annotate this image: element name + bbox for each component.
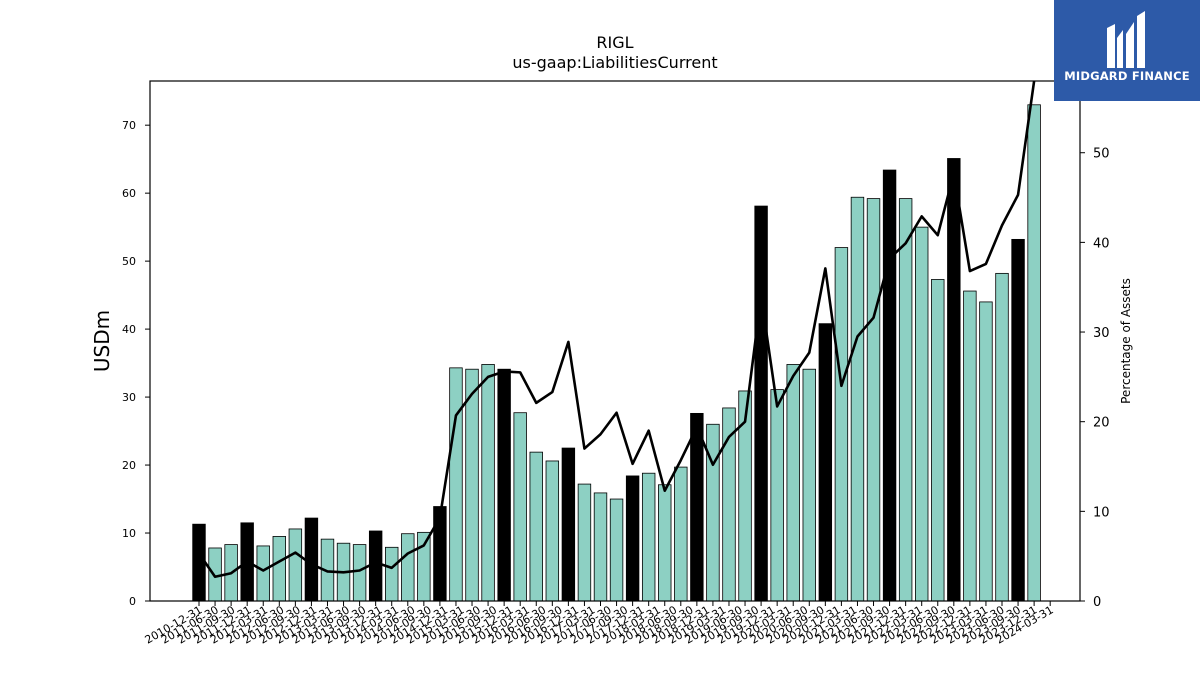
y2-tick-label: 20 <box>1093 416 1110 431</box>
bar <box>288 528 303 602</box>
bar-annual <box>192 523 206 602</box>
bar <box>866 198 881 602</box>
y2-axis-label: Percentage of Assets <box>1119 278 1133 404</box>
chart-subtitle: us-gaap:LiabilitiesCurrent <box>512 53 717 72</box>
bar <box>256 545 270 602</box>
y-tick-label: 20 <box>122 459 136 472</box>
y2-tick-label: 40 <box>1093 236 1110 251</box>
bar-annual <box>754 205 768 602</box>
bar <box>706 423 720 602</box>
pct-assets-line <box>197 80 1036 579</box>
brand-logo: MIDGARD FINANCE <box>1054 0 1200 101</box>
y-tick-label: 70 <box>122 119 136 132</box>
bar-annual <box>947 158 961 602</box>
bar <box>770 389 784 602</box>
bar <box>641 472 656 602</box>
bar <box>786 364 800 602</box>
bars-group <box>192 104 1041 602</box>
bar <box>481 364 495 602</box>
y-tick-label: 40 <box>122 323 136 336</box>
bar <box>802 368 816 602</box>
y-axis-label: USDm <box>90 310 114 372</box>
bar <box>995 272 1009 602</box>
y2-tick-label: 10 <box>1093 505 1110 520</box>
bar <box>850 196 865 602</box>
bar <box>577 483 592 602</box>
y-tick-label: 30 <box>122 391 136 404</box>
bar-annual <box>497 368 511 602</box>
y-tick-label: 0 <box>129 595 136 608</box>
bar <box>417 531 431 602</box>
bar <box>963 290 977 602</box>
bar <box>915 226 929 602</box>
y2-tick-label: 50 <box>1093 147 1110 162</box>
bar <box>529 451 543 602</box>
brand-name: MIDGARD FINANCE <box>1064 69 1190 83</box>
bar-annual <box>433 506 447 602</box>
mf-monogram-icon <box>1107 11 1145 68</box>
bar-annual <box>561 447 576 602</box>
bar <box>513 412 527 602</box>
bar <box>834 247 849 602</box>
bar <box>449 367 463 602</box>
bar-annual <box>1011 238 1025 602</box>
bar-annual <box>882 169 897 602</box>
line-group <box>197 80 1036 579</box>
bar <box>658 484 672 602</box>
bar <box>1027 104 1041 602</box>
bar-annual <box>690 412 704 602</box>
plot-frame <box>149 80 1081 602</box>
chart-title: RIGL <box>596 33 633 52</box>
bar <box>898 198 913 602</box>
bar-annual <box>818 323 833 602</box>
bar <box>979 301 993 602</box>
bar-annual <box>625 475 640 602</box>
y2-tick-label: 0 <box>1093 595 1101 610</box>
bar <box>465 368 479 602</box>
y-tick-label: 60 <box>122 187 136 200</box>
y-tick-label: 10 <box>122 527 136 540</box>
bar <box>401 533 415 602</box>
bar <box>545 460 560 602</box>
bar <box>352 544 367 602</box>
y-tick-label: 50 <box>122 255 136 268</box>
bar <box>674 466 688 602</box>
bar <box>609 498 624 602</box>
bar <box>272 536 287 602</box>
y2-tick-label: 30 <box>1093 326 1110 341</box>
bar <box>931 279 945 602</box>
bar <box>385 546 399 602</box>
bar <box>593 492 608 602</box>
